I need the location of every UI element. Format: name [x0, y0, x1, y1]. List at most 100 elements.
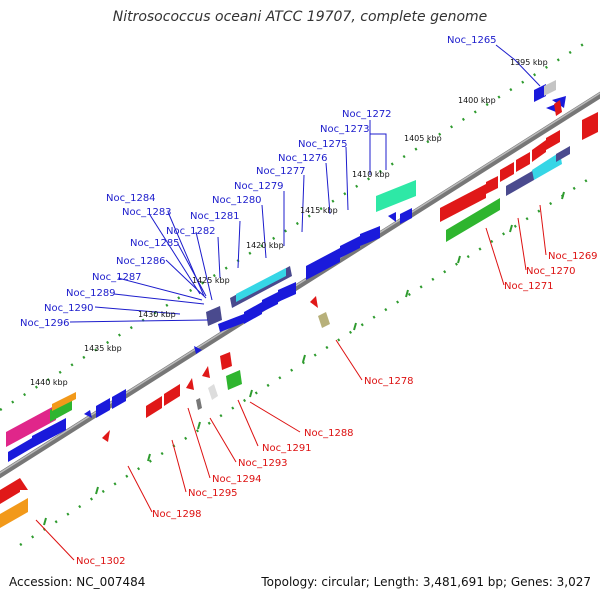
gene-label-top: Noc_1265 [447, 35, 497, 46]
gene-block-red-11 [486, 176, 498, 194]
gene-block-gray-3 [208, 384, 218, 400]
scale-rail-top [0, 38, 591, 412]
gene-block-blue-16 [534, 84, 546, 102]
gene-block-blue-3 [96, 398, 110, 418]
gene-arrow-blue-18 [546, 104, 556, 112]
bottom-major-ticks [43, 191, 565, 526]
gene-block-orange [52, 392, 76, 411]
gene-block-red-8 [220, 352, 232, 370]
gene-label-bottom: Noc_1270 [526, 266, 576, 277]
gene-block-magenta [6, 405, 56, 447]
gene-label-top: Noc_1275 [298, 139, 348, 150]
gene-label-top: Noc_1286 [116, 256, 166, 267]
gene-block-red-1 [0, 478, 20, 504]
gene-block-slate-4 [556, 146, 570, 162]
gene-arrow-blue-5 [84, 410, 92, 418]
map-title: Nitrosococcus oceani ATCC 19707, complet… [112, 9, 488, 25]
top-strand-genes [6, 80, 566, 462]
gene-label-top: Noc_1289 [66, 288, 116, 299]
gene-block-red-12 [500, 162, 514, 182]
scale-rail-bottom [19, 173, 596, 547]
gene-label-top: Noc_1283 [122, 207, 172, 218]
gene-block-cyan [236, 268, 286, 302]
gene-label-top: Noc_1276 [278, 153, 328, 164]
gene-label-bottom: Noc_1278 [364, 376, 414, 387]
gene-block-green [50, 398, 72, 422]
gene-block-red-5 [164, 384, 180, 406]
gene-label-bottom: Noc_1291 [262, 443, 312, 454]
gene-label-top: Noc_1287 [92, 272, 142, 283]
gene-label-top: Noc_1284 [106, 193, 156, 204]
gene-label-bottom: Noc_1298 [152, 509, 202, 520]
gene-arrow-red-2 [20, 478, 28, 490]
gene-block-gray [544, 80, 556, 96]
top-callout-lines [69, 44, 541, 323]
kbp-label: 1440 kbp [30, 378, 68, 387]
gene-block-blue-4 [112, 389, 126, 409]
gene-block-gray-2 [196, 398, 202, 410]
gene-block-slate-1 [206, 306, 222, 326]
gene-block-blue-1 [8, 438, 32, 462]
gene-block-slate-3 [506, 170, 534, 196]
kbp-label: 1405 kbp [404, 134, 442, 143]
gene-block-red-16 [554, 100, 562, 116]
kbp-label: 1430 kbp [138, 310, 176, 319]
genome-summary-label: Topology: circular; Length: 3,481,691 bp… [261, 575, 591, 589]
gene-arrow-blue-7 [218, 314, 246, 332]
gene-block-green-3 [446, 198, 500, 242]
kbp-label: 1410 kbp [352, 170, 390, 179]
gene-label-top: Noc_1272 [342, 109, 392, 120]
gene-block-red-15 [546, 130, 560, 150]
gene-label-top: Noc_1273 [320, 124, 370, 135]
gene-label-top: Noc_1279 [234, 181, 284, 192]
gene-label-bottom: Noc_1288 [304, 428, 354, 439]
kbp-label: 1400 kbp [458, 96, 496, 105]
kbp-label: 1435 kbp [84, 344, 122, 353]
gene-block-red-14 [532, 140, 546, 162]
top-gene-labels: Noc_1265 Noc_1272 Noc_1273 Noc_1275 Noc_… [20, 35, 497, 329]
gene-block-cyan-2 [532, 152, 562, 180]
bottom-callout-lines [35, 204, 547, 561]
gene-block-orange-2 [0, 498, 28, 528]
gene-label-top: Noc_1290 [44, 303, 94, 314]
gene-arrow-red-3 [102, 430, 110, 442]
gene-arrow-red-9 [310, 296, 318, 308]
gene-label-top: Noc_1281 [190, 211, 240, 222]
gene-block-red-4 [146, 396, 162, 418]
gene-block-blue-2 [32, 418, 66, 448]
gene-arrow-red-7 [202, 366, 210, 378]
kbp-label: 1415 kbp [300, 206, 338, 215]
gene-block-red-13 [516, 152, 530, 172]
kbp-label: 1395 kbp [510, 58, 548, 67]
gene-label-bottom: Noc_1269 [548, 251, 598, 262]
kbp-labels: 1395 kbp 1400 kbp 1405 kbp 1410 kbp 1415… [30, 58, 548, 387]
gene-block-blue-10 [278, 282, 296, 302]
gene-label-bottom: Noc_1271 [504, 281, 554, 292]
gene-arrow-red-6 [186, 378, 194, 390]
gene-block-blue-15 [400, 208, 412, 224]
gene-arrow-blue-14 [388, 212, 396, 222]
gene-block-teal [376, 180, 416, 212]
gene-block-blue-11 [306, 248, 340, 280]
gene-label-top: Noc_1277 [256, 166, 306, 177]
gene-label-bottom: Noc_1293 [238, 458, 288, 469]
gene-label-bottom: Noc_1302 [76, 556, 126, 567]
gene-block-red-17 [582, 112, 598, 140]
gene-block-blue-13 [360, 226, 380, 246]
gene-label-top: Noc_1296 [20, 318, 70, 329]
gene-block-olive [318, 312, 330, 328]
gene-block-green-2 [226, 370, 242, 390]
gene-block-blue-8 [244, 302, 262, 324]
gene-block-blue-12 [340, 236, 360, 258]
gene-block-blue-9 [262, 292, 278, 312]
gene-label-top: Noc_1280 [212, 195, 262, 206]
bottom-gene-labels: Noc_1269 Noc_1270 Noc_1271 Noc_1278 Noc_… [76, 251, 598, 567]
bottom-strand-genes [0, 100, 598, 528]
kbp-label: 1425 kbp [192, 276, 230, 285]
gene-label-top: Noc_1282 [166, 226, 216, 237]
gene-label-bottom: Noc_1294 [212, 474, 262, 485]
gene-label-top: Noc_1285 [130, 238, 180, 249]
gene-block-red-10 [440, 184, 486, 222]
gene-arrow-blue-6 [194, 346, 202, 354]
